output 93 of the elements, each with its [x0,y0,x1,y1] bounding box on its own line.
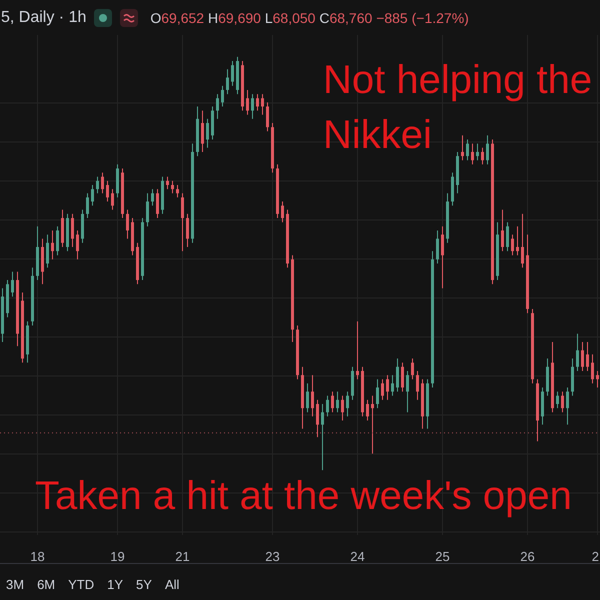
candlestick [416,370,419,400]
candlestick [576,333,579,372]
x-tick-label: 2 [592,549,599,564]
candlestick [346,391,349,417]
candlestick [511,234,514,256]
candlestick [11,271,14,298]
candlestick [56,226,59,256]
candlestick [471,143,474,165]
candlestick [356,320,359,380]
text: 1Y [107,577,124,593]
candlestick [441,226,444,289]
x-tick-label: 23 [265,549,280,564]
candlestick [51,230,54,260]
candlestick [481,147,484,165]
candlestick [326,395,329,417]
candlestick [406,370,409,413]
candlestick [226,68,229,95]
candlestick [436,230,439,264]
text: O69,652 H69,690 L68,050 C68,760 −885 (−1.27%) [150,10,469,26]
candlestick [411,358,414,380]
candlestick [476,143,479,161]
candlestick [391,374,394,396]
candlestick [596,370,599,388]
x-tick-label: 26 [520,549,535,564]
candlestick [166,176,169,190]
x-tick-label: 24 [350,549,365,564]
candlestick [366,399,369,422]
text: Taken a hit at the week's open [35,474,572,518]
candlestick [306,382,309,413]
candlestick [566,386,569,426]
candlestick [106,180,109,202]
candlestick [71,213,74,248]
x-tick-label: 19 [110,549,125,564]
candlestick [76,230,79,260]
candlestick [591,354,594,384]
candlestick [246,89,249,116]
candlestick [376,378,379,409]
candlestick [501,209,504,252]
candlestick [581,342,584,372]
candlestick [386,374,389,400]
candlestick [316,399,319,438]
candlestick [506,222,509,252]
candlestick [176,184,179,198]
candlestick [261,94,264,116]
candlestick [111,188,114,210]
candlestick [101,172,104,194]
candlestick [461,134,464,161]
text: All [164,577,180,593]
candlestick [521,213,524,268]
candlestick [186,213,189,248]
candlestick [486,134,489,165]
text: 5Y [136,577,152,593]
candlestick [91,184,94,206]
candlestick [201,110,204,152]
x-tick-label: 18 [30,549,45,564]
candlestick [561,391,564,413]
candlestick [336,391,339,413]
text: 3M [6,577,24,593]
candlestick [206,118,209,148]
x-tick-label: 21 [175,549,190,564]
text: YTD [68,577,94,593]
candlestick [331,391,334,413]
candlestick [146,192,149,227]
candlestick [311,374,314,417]
text: 6M [37,577,56,593]
x-tick-label: 25 [435,549,450,564]
candlestick [371,395,374,454]
candlestick [216,94,219,120]
candlestick [256,94,259,112]
candlestick [151,188,154,206]
candlestick [466,139,469,161]
candlestick [381,378,384,400]
candlestick [266,102,269,132]
chart-title: 5, Daily · 1h [1,8,86,26]
candlestick [181,192,184,252]
candlestick [231,60,234,86]
candlestick [341,395,344,422]
candlestick [401,362,404,392]
candlestick [126,209,129,240]
candlestick [281,201,284,223]
candlestick [396,358,399,392]
annotation: Not helping the Nikkei [323,57,594,159]
candlestick [96,176,99,194]
candlestick [516,226,519,256]
candlestick [251,94,254,120]
candlestick [46,234,49,268]
candlestick [221,85,224,107]
candlestick [321,404,324,471]
candlestick [156,188,159,219]
candlestick [86,192,89,219]
candlestick [171,180,174,194]
candlestick [586,342,589,372]
candlestick [556,391,559,409]
